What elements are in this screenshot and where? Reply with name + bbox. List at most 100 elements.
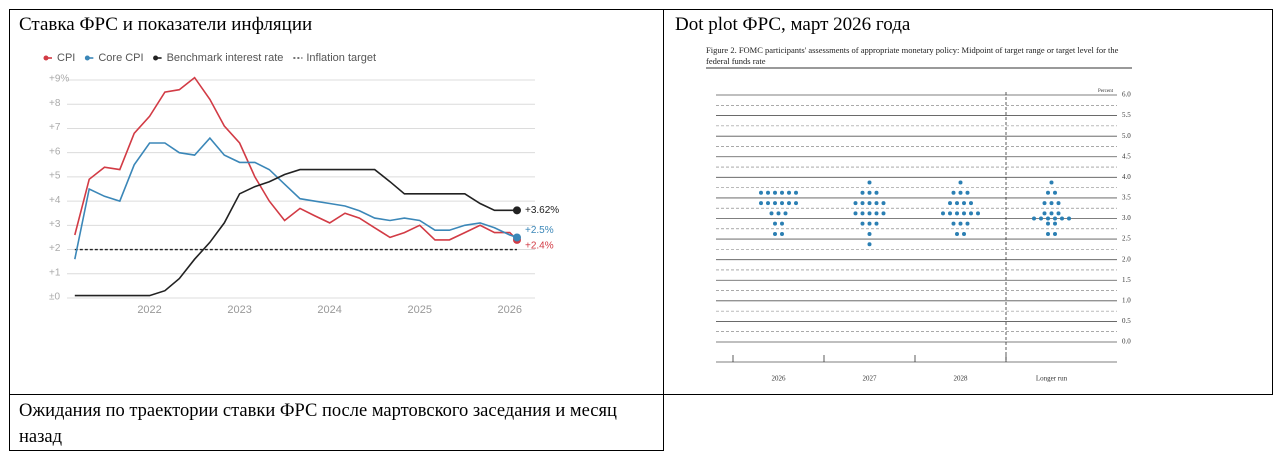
dot bbox=[780, 201, 784, 206]
dot bbox=[867, 242, 872, 247]
dot bbox=[969, 211, 973, 216]
dot bbox=[881, 211, 886, 216]
y-tick-label: +6 bbox=[49, 146, 61, 157]
y-tick-label: 1.0 bbox=[1122, 296, 1131, 304]
dot bbox=[867, 211, 872, 216]
dot bbox=[860, 190, 865, 195]
dot bbox=[965, 190, 970, 195]
chart-title: Ставка ФРС и показатели инфляции bbox=[19, 14, 313, 35]
dot bbox=[776, 211, 781, 216]
dot bbox=[860, 221, 865, 226]
y-tick-label: 3.0 bbox=[1122, 214, 1131, 222]
dot bbox=[773, 201, 777, 206]
dot bbox=[867, 190, 872, 195]
dot bbox=[853, 201, 858, 206]
y-tick-label: 5.5 bbox=[1122, 111, 1131, 119]
x-tick-label: 2026 bbox=[772, 375, 787, 383]
dot bbox=[962, 211, 966, 216]
dot bbox=[794, 201, 798, 206]
y-tick-label: +4 bbox=[49, 195, 61, 206]
y-tick-label: +1 bbox=[49, 267, 61, 278]
table-cell bbox=[9, 394, 664, 451]
dot bbox=[969, 201, 973, 206]
y-tick-label: 4.0 bbox=[1122, 173, 1131, 181]
figure-caption: Figure 2. FOMC participants' assessments… bbox=[706, 45, 1119, 66]
dot bbox=[1042, 211, 1047, 216]
y-tick-label: 5.0 bbox=[1122, 132, 1131, 140]
dot bbox=[1056, 201, 1061, 206]
dot bbox=[867, 180, 872, 185]
dot bbox=[1049, 211, 1054, 216]
dot bbox=[1046, 216, 1050, 221]
end-point bbox=[512, 206, 521, 215]
dot bbox=[780, 221, 784, 226]
end-point bbox=[512, 233, 521, 242]
dot bbox=[1046, 221, 1050, 226]
dot bbox=[1053, 221, 1057, 226]
dot bbox=[766, 201, 770, 206]
y-tick-label: 0.0 bbox=[1122, 338, 1131, 346]
dot bbox=[951, 190, 956, 195]
y-tick-label: +7 bbox=[49, 122, 61, 133]
dot bbox=[860, 211, 865, 216]
y-tick-label: +9% bbox=[49, 74, 69, 85]
legend-label: Core CPI bbox=[98, 52, 143, 64]
dot bbox=[773, 221, 777, 226]
dot bbox=[867, 231, 872, 236]
x-tick-label: 2026 bbox=[498, 304, 522, 316]
dot bbox=[962, 201, 966, 206]
dot bbox=[1049, 180, 1054, 185]
dot bbox=[958, 190, 963, 195]
y-tick-label: 4.5 bbox=[1122, 152, 1131, 160]
dot bbox=[867, 221, 872, 226]
series-line bbox=[74, 168, 517, 297]
dot bbox=[881, 201, 886, 206]
dot bbox=[955, 211, 959, 216]
x-tick-label: 2025 bbox=[407, 304, 431, 316]
dot bbox=[1053, 216, 1057, 221]
dot bbox=[951, 221, 956, 226]
series-line bbox=[74, 136, 518, 260]
y-tick-label: +3 bbox=[49, 219, 61, 230]
y-tick-label: +2 bbox=[49, 243, 61, 254]
value-label: +2.4% bbox=[525, 241, 554, 252]
y-tick-label: 6.0 bbox=[1122, 91, 1131, 99]
dot bbox=[874, 201, 879, 206]
dot bbox=[787, 201, 791, 206]
dot bbox=[958, 221, 963, 226]
y-tick-label: +8 bbox=[49, 98, 61, 109]
dot bbox=[780, 231, 784, 236]
dot bbox=[965, 221, 970, 226]
dot bbox=[1056, 211, 1061, 216]
dot bbox=[1039, 216, 1043, 221]
dot bbox=[1049, 201, 1054, 206]
dot bbox=[1032, 216, 1036, 221]
dot bbox=[860, 201, 865, 206]
dot bbox=[853, 211, 858, 216]
dot bbox=[948, 211, 952, 216]
legend-swatch bbox=[84, 55, 90, 61]
x-tick-label: 2023 bbox=[227, 304, 251, 316]
dot bbox=[874, 190, 879, 195]
x-tick-label: 2022 bbox=[137, 304, 161, 316]
dot bbox=[780, 190, 784, 195]
y-tick-label: 3.5 bbox=[1122, 194, 1131, 202]
legend-label: CPI bbox=[57, 52, 75, 64]
table-cell bbox=[663, 9, 1273, 395]
y-tick-label: ±0 bbox=[49, 292, 60, 303]
series-line bbox=[74, 76, 518, 241]
dot bbox=[955, 231, 959, 236]
caption: Ожидания по траектории ставки ФРС после … bbox=[19, 401, 617, 447]
y-tick-label: 2.0 bbox=[1122, 255, 1131, 263]
dot bbox=[941, 211, 945, 216]
x-tick-label: Longer run bbox=[1036, 375, 1068, 383]
dot bbox=[958, 180, 963, 185]
dot bbox=[773, 231, 777, 236]
dot bbox=[1046, 231, 1050, 236]
dot bbox=[1060, 216, 1064, 221]
x-tick-label: 2027 bbox=[863, 375, 878, 383]
legend-swatch bbox=[43, 55, 49, 61]
value-label: +2.5% bbox=[525, 225, 554, 236]
dot bbox=[1042, 201, 1047, 206]
